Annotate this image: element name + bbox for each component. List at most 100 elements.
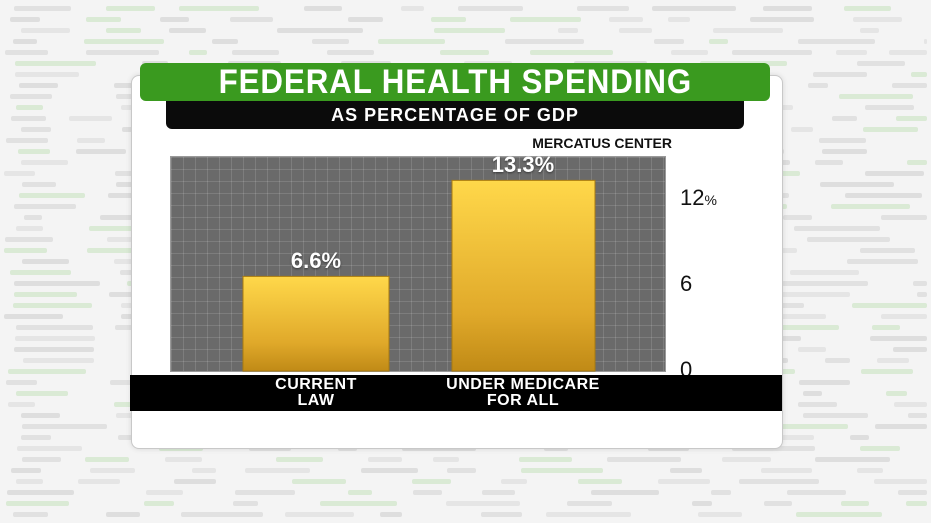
bar-value-label-1: 13.3%	[491, 152, 555, 178]
title-banner: FEDERAL HEALTH SPENDING	[140, 63, 770, 101]
ticker-line	[691, 501, 712, 506]
ticker-line	[905, 501, 927, 506]
ticker-line	[15, 105, 43, 110]
ticker-line	[377, 39, 446, 44]
ticker-line	[235, 490, 295, 495]
ticker-line	[521, 468, 603, 473]
ticker-line	[211, 39, 239, 44]
ticker-line	[192, 468, 217, 473]
ticker-line	[895, 116, 927, 121]
ticker-line	[782, 281, 868, 286]
ticker-line	[13, 347, 95, 352]
ticker-line	[819, 182, 895, 187]
x-category-label-1: UNDER MEDICARE FOR ALL	[423, 377, 623, 409]
ticker-line	[327, 50, 375, 55]
ticker-line	[893, 402, 927, 407]
ticker-line	[22, 358, 95, 363]
ticker-line	[6, 501, 69, 506]
ticker-line	[668, 17, 690, 22]
ticker-line	[20, 435, 52, 440]
ticker-line	[179, 6, 259, 11]
ticker-line	[839, 94, 913, 99]
ticker-line	[12, 39, 38, 44]
ticker-line	[115, 413, 144, 418]
ticker-line	[458, 6, 524, 11]
ticker-line	[189, 50, 208, 55]
ticker-line	[796, 512, 882, 517]
ticker-line	[431, 17, 466, 22]
x-axis-band	[130, 375, 782, 411]
ticker-line	[4, 171, 36, 176]
ticker-line	[232, 50, 279, 55]
ticker-line	[658, 479, 711, 484]
subtitle-banner: AS PERCENTAGE OF GDP	[166, 101, 744, 129]
ticker-line	[6, 380, 37, 385]
bar-1	[451, 179, 596, 372]
ticker-line	[860, 28, 879, 33]
ticker-line	[806, 237, 890, 242]
ticker-line	[20, 28, 71, 33]
ticker-line	[748, 314, 826, 319]
ticker-line	[889, 50, 927, 55]
ticker-line	[174, 479, 216, 484]
ticker-line	[886, 391, 907, 396]
ticker-line	[69, 116, 112, 121]
ticker-line	[881, 314, 927, 319]
ticker-line	[652, 6, 736, 11]
ticker-line	[708, 39, 728, 44]
ticker-line	[871, 325, 901, 330]
ticker-line	[13, 281, 101, 286]
ticker-line	[16, 391, 68, 396]
chart-subtitle: AS PERCENTAGE OF GDP	[331, 104, 579, 125]
ticker-line	[18, 83, 59, 88]
ticker-line	[14, 61, 97, 66]
ticker-line	[85, 50, 160, 55]
ticker-line	[7, 369, 86, 374]
x-category-line: LAW	[297, 392, 335, 409]
ticker-line	[851, 303, 927, 308]
ticker-line	[245, 468, 311, 473]
ticker-line	[881, 215, 927, 220]
ticker-line	[844, 193, 922, 198]
ticker-line	[76, 149, 126, 154]
ticker-line	[847, 259, 919, 264]
ticker-line	[609, 17, 643, 22]
ticker-line	[832, 116, 858, 121]
ticker-line	[653, 39, 684, 44]
ticker-line	[669, 468, 703, 473]
ticker-line	[739, 479, 819, 484]
ticker-line	[15, 72, 79, 77]
ticker-line	[23, 215, 42, 220]
bar-value-label-0: 6.6%	[290, 248, 342, 274]
ticker-line	[841, 501, 870, 506]
ticker-line	[312, 39, 349, 44]
source-label: MERCATUS CENTER	[532, 135, 672, 151]
ticker-line	[877, 358, 909, 363]
ticker-line	[8, 402, 35, 407]
bar-0	[242, 275, 390, 372]
ticker-line	[732, 50, 813, 55]
ticker-line	[13, 292, 78, 297]
ticker-line	[90, 468, 136, 473]
ticker-line	[14, 204, 77, 209]
ticker-line	[545, 512, 631, 517]
ticker-line	[799, 380, 851, 385]
ticker-line	[230, 17, 273, 22]
ticker-line	[862, 127, 919, 132]
ticker-line	[21, 127, 52, 132]
ticker-line	[893, 347, 927, 352]
ticker-line	[105, 512, 140, 517]
ticker-line	[303, 6, 342, 11]
ticker-line	[768, 325, 839, 330]
ticker-line	[843, 6, 891, 11]
ticker-line	[803, 413, 868, 418]
ticker-line	[856, 61, 906, 66]
ticker-line	[864, 105, 914, 110]
ticker-line	[803, 391, 823, 396]
ticker-line	[348, 17, 384, 22]
ticker-line	[481, 490, 516, 495]
ticker-line	[566, 501, 612, 506]
ticker-line	[606, 457, 682, 462]
ticker-line	[836, 50, 868, 55]
ticker-line	[434, 28, 505, 33]
